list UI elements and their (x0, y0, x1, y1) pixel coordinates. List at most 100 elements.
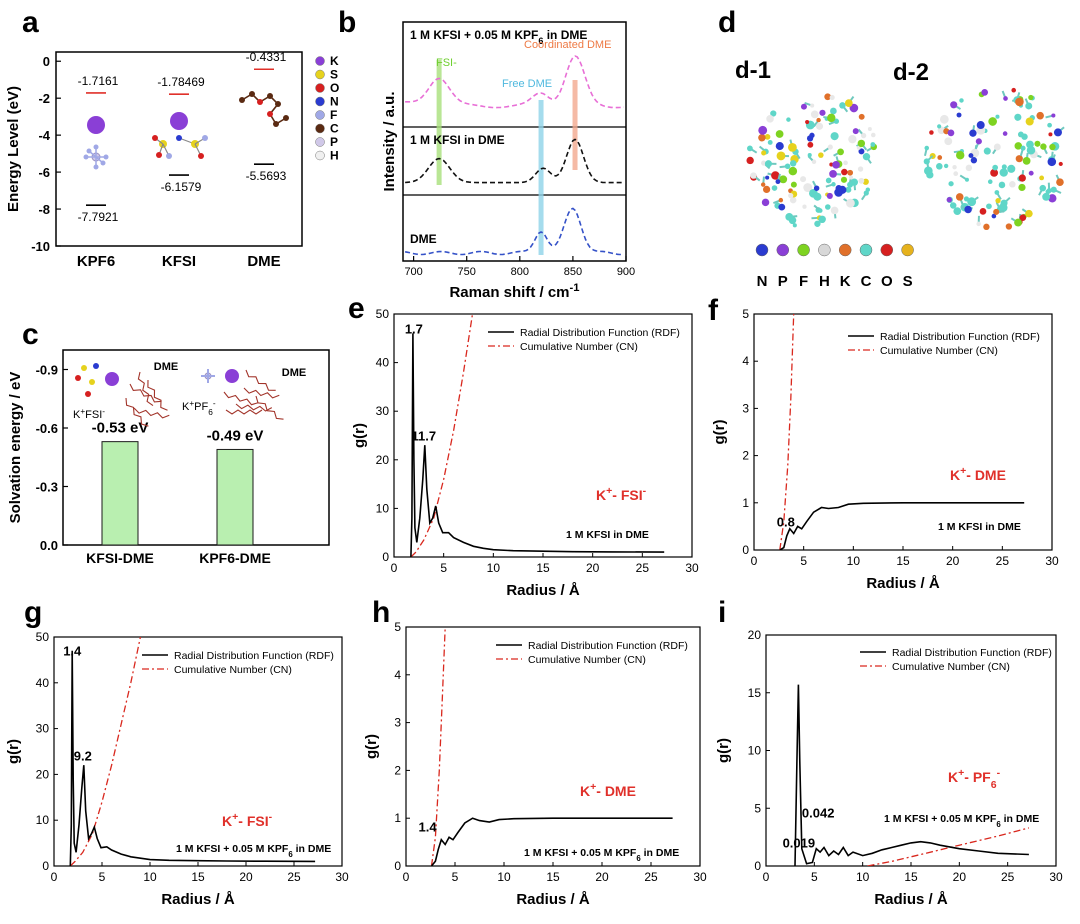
k-atom-icon (225, 369, 239, 383)
y-tick-label-c: -0.6 (36, 421, 58, 436)
atom-icon (764, 160, 773, 168)
atom-icon (750, 172, 757, 179)
y-tick-label-e: 20 (376, 453, 390, 467)
inset-dme-label: DME (154, 361, 178, 373)
dme-molecule-icon (147, 379, 168, 411)
category-label-c: KFSI-DME (86, 550, 154, 566)
atom-icon (995, 198, 1001, 204)
plot-area-i (794, 684, 1030, 866)
condition-label-i: 1 M KFSI + 0.05 M KPF6 in DME (884, 813, 1039, 829)
atom-icon (778, 203, 786, 211)
y-tick-label-f: 5 (742, 307, 749, 321)
atom-icon (991, 213, 997, 219)
plot-area-g (69, 637, 316, 866)
atom-icon (994, 190, 1000, 195)
atom-icon (790, 181, 797, 188)
panel-g: 0 5 10 15 20 25 30 0 10 20 30 40 50 Radius / Å g(r) Rad… (5, 630, 349, 908)
atom-icon (819, 109, 826, 116)
y-tick-label-i: 0 (754, 859, 761, 873)
atom-icon (806, 135, 814, 142)
pair-label-h-part: - DME (596, 783, 636, 799)
atom-icon (848, 135, 857, 144)
x-tick-label-g: 5 (99, 870, 106, 884)
condition-label-h-part: in DME (641, 847, 680, 859)
atom-icon (815, 122, 824, 130)
y-tick-label-g: 50 (36, 630, 50, 644)
atom-icon (956, 112, 962, 118)
rdf-series-h (430, 817, 673, 866)
annotation-coord-dme: Coordinated DME (524, 39, 611, 51)
atom-icon (998, 203, 1008, 213)
inset-left-label-part: K (73, 409, 81, 421)
atom-icon (1047, 122, 1052, 128)
raman-series-top (405, 55, 624, 109)
series-label-top: 1 M KFSI + 0.05 M KPF6 in DME (410, 28, 587, 46)
atom-icon (765, 175, 770, 180)
atom-icon (847, 169, 854, 176)
atom-icon (747, 145, 753, 152)
atom-icon (936, 162, 943, 170)
atom-icon (75, 375, 81, 381)
y-tick-label-e: 50 (376, 307, 390, 321)
peak-annotation-e: 1.7 (405, 321, 423, 336)
plot-area-e (410, 314, 665, 557)
atom-icon (785, 212, 794, 221)
legend-label-cn-f: Cumulative Number (CN) (880, 345, 998, 357)
annotation-fsi: FSI- (436, 57, 457, 69)
y-axis-label-b: Intensity / a.u. (381, 91, 398, 191)
atom-icon (992, 164, 999, 171)
atom-icon (789, 160, 797, 167)
legend-label-a: P (330, 135, 338, 149)
x-tick-label-b: 900 (617, 266, 635, 278)
atom-icon (776, 151, 786, 161)
dme-molecule-icon (225, 409, 263, 415)
bar-c (101, 441, 139, 546)
atom-icon (969, 129, 977, 137)
energy-label: -5.5693 (246, 169, 287, 183)
subpanel-label: d-2 (893, 59, 929, 86)
y-tick-label-h: 1 (394, 811, 401, 825)
atom-icon (976, 221, 981, 227)
y-tick-label-g: 40 (36, 676, 50, 690)
legend-label-a: F (330, 108, 337, 122)
atom-icon (943, 163, 949, 169)
condition-label-h-part: 6 (636, 854, 641, 863)
x-axis-label-h: Radius / Å (516, 891, 590, 908)
pair-label-e-part: - FSI (612, 487, 642, 503)
dme-molecule-icon (245, 369, 276, 391)
atom-icon (803, 183, 813, 193)
y-axis-label-e: g(r) (351, 423, 368, 448)
legend-swatch-a (315, 137, 325, 147)
atom-icon (817, 208, 823, 213)
energy-label: -1.7161 (78, 74, 119, 88)
legend-label-d: F (799, 273, 808, 290)
atom-icon (826, 192, 833, 199)
atom-icon (267, 93, 273, 99)
atom-icon (1049, 143, 1056, 151)
atom-icon (841, 168, 848, 176)
panel-i: 0 5 10 15 20 25 30 0 5 10 15 20 Radius / Å g(r) Radial… (715, 628, 1063, 908)
atom-icon (800, 176, 807, 183)
panel-b: 1 M KFSI + 0.05 M KPF6 in DME 1 M KFSI in… (381, 21, 635, 301)
legend-label-d: H (819, 273, 830, 290)
f-atom-icon (93, 144, 99, 150)
legend-label-rdf-i: Radial Distribution Function (RDF) (892, 647, 1052, 659)
atom-icon (970, 157, 978, 164)
atom-icon (816, 117, 821, 123)
y-tick-label-e: 0 (382, 550, 389, 564)
atom-icon (283, 115, 289, 121)
atom-icon (829, 94, 835, 101)
legend-swatch-a (315, 83, 325, 93)
atom-icon (929, 130, 934, 135)
atom-icon (953, 171, 959, 177)
legend-swatch-a (315, 150, 325, 161)
x-axis-label-i: Radius / Å (874, 891, 948, 908)
condition-label-g-part: 1 M KFSI + 0.05 M KPF (176, 843, 289, 855)
atom-icon (89, 379, 95, 385)
x-tick-label-e: 15 (536, 561, 550, 575)
atom-icon (1025, 117, 1034, 126)
peak-annotation-h: 1.4 (419, 820, 438, 835)
y-tick-label-g: 10 (36, 813, 50, 827)
y-tick-label-f: 3 (742, 401, 749, 415)
dme-molecule-icon (129, 383, 162, 403)
